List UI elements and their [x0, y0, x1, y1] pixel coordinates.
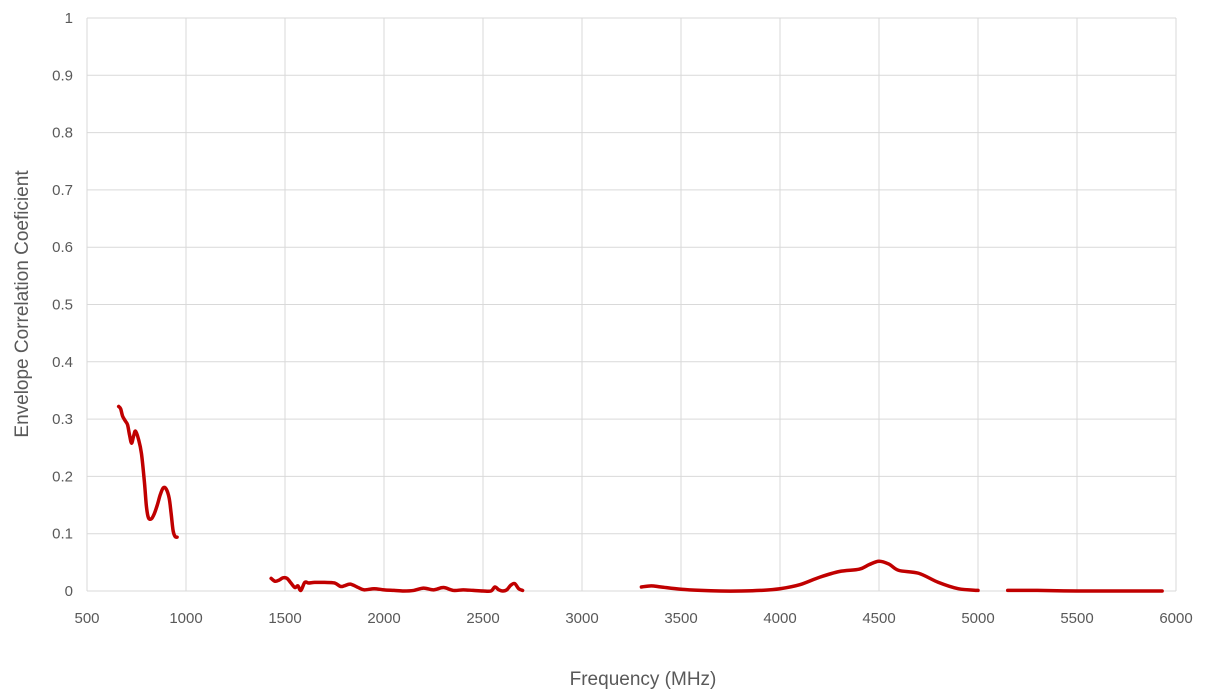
y-tick-label: 0.6 — [52, 239, 73, 256]
series-lines — [116, 404, 1164, 594]
y-axis-title: Envelope Correlation Coeficient — [12, 170, 33, 438]
x-tick-label: 5000 — [961, 610, 994, 627]
y-tick-label: 0.9 — [52, 67, 73, 84]
y-axis-tick-labels: 0 0.1 0.2 0.3 0.4 0.5 0.6 0.7 0.8 0.9 1 — [52, 10, 73, 600]
series-line-segment — [269, 575, 525, 594]
x-tick-label: 5500 — [1060, 610, 1093, 627]
x-tick-label: 2000 — [367, 610, 400, 627]
y-tick-label: 0 — [65, 583, 73, 600]
y-tick-label: 0.5 — [52, 297, 73, 314]
x-tick-label: 4000 — [763, 610, 796, 627]
series-line-segment — [116, 404, 179, 539]
x-tick-label: 6000 — [1159, 610, 1192, 627]
gridlines — [86, 17, 1177, 592]
x-axis-title: Frequency (MHz) — [570, 669, 717, 690]
x-tick-label: 3000 — [565, 610, 598, 627]
x-tick-label: 1500 — [268, 610, 301, 627]
y-tick-label: 1 — [65, 10, 73, 27]
x-tick-label: 500 — [74, 610, 99, 627]
x-tick-label: 4500 — [862, 610, 895, 627]
x-tick-label: 1000 — [169, 610, 202, 627]
y-tick-label: 0.8 — [52, 125, 73, 142]
y-tick-label: 0.7 — [52, 182, 73, 199]
x-tick-label: 3500 — [664, 610, 697, 627]
series-line-segment — [1005, 588, 1164, 593]
y-tick-label: 0.2 — [52, 468, 73, 485]
y-tick-label: 0.1 — [52, 526, 73, 543]
x-axis-tick-labels: 500 1000 1500 2000 2500 3000 3500 4000 4500 5000 5… — [74, 610, 1192, 627]
y-tick-label: 0.3 — [52, 411, 73, 428]
series-line-segment — [639, 559, 980, 593]
y-tick-label: 0.4 — [52, 354, 73, 371]
x-tick-label: 2500 — [466, 610, 499, 627]
